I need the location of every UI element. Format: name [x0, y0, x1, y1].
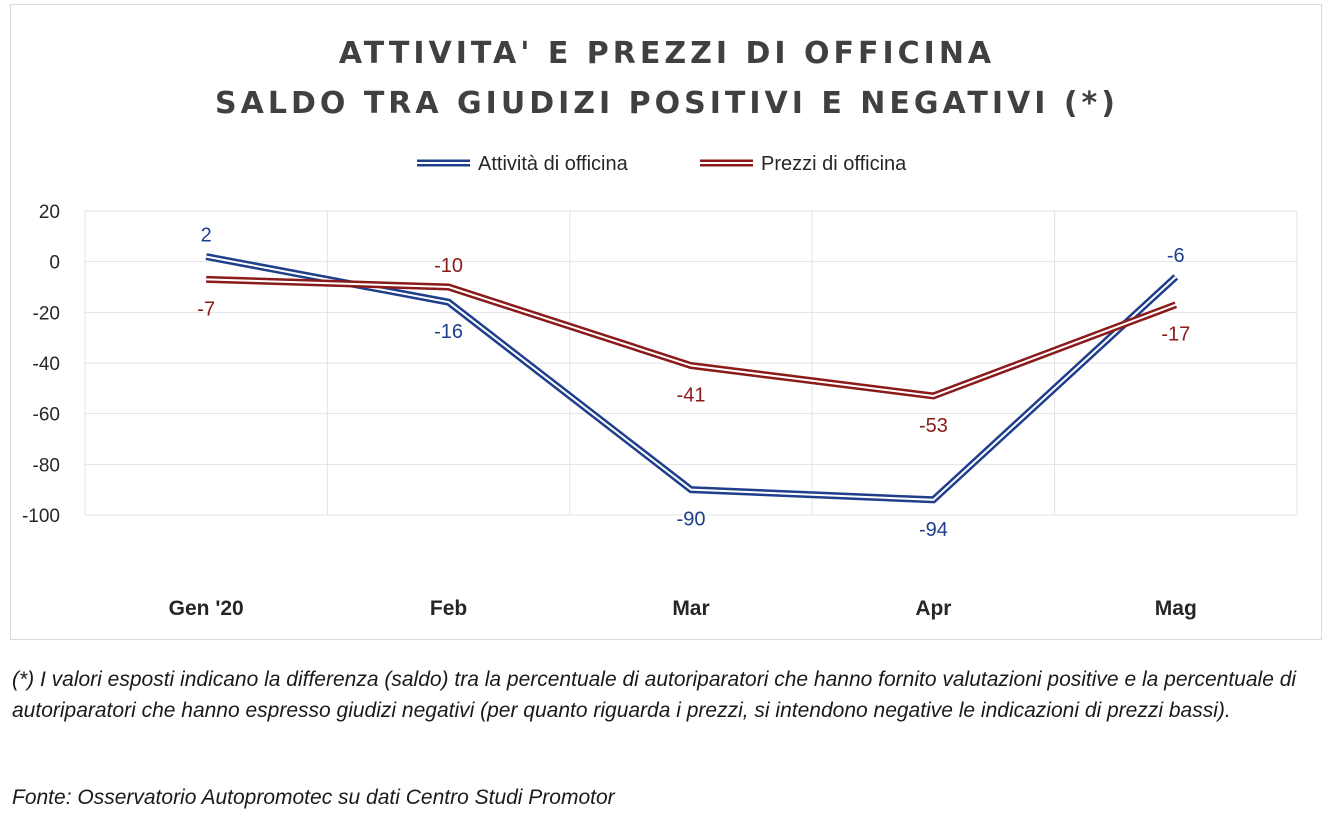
series-prezzi [206, 275, 1178, 400]
data-label: -7 [197, 298, 215, 320]
gridlines [84, 210, 1298, 516]
chart-frame [10, 4, 1322, 640]
x-tick-label: Apr [915, 597, 951, 620]
x-axis-ticks: Gen '20 Feb Mar Apr Mag [169, 597, 1197, 620]
y-tick-label: -40 [33, 354, 60, 375]
x-tick-label: Mag [1155, 597, 1197, 620]
x-tick-label: Mar [672, 597, 709, 620]
chart-title-line-2: SALDO TRA GIUDIZI POSITIVI E NEGATIVI (*… [215, 86, 1119, 121]
y-tick-label: -80 [33, 455, 60, 476]
data-label: -94 [919, 519, 948, 541]
legend-label-attivita: Attività di officina [478, 153, 629, 175]
legend: Attività di officina Prezzi di officina [417, 153, 907, 175]
y-tick-label: -60 [33, 405, 60, 426]
legend-item-attivita: Attività di officina [417, 153, 629, 175]
data-label: -6 [1167, 245, 1185, 267]
x-tick-label: Feb [430, 597, 467, 620]
series-lines [205, 253, 1179, 504]
y-tick-label: 0 [49, 253, 60, 274]
series-line [205, 253, 1179, 504]
footnote: (*) I valori esposti indicano la differe… [12, 668, 1297, 722]
legend-label-prezzi: Prezzi di officina [761, 153, 907, 175]
series-line-inner [206, 255, 1177, 501]
y-axis-ticks: 20 0 -20 -40 -60 -80 -100 [22, 202, 60, 527]
source-note: Fonte: Osservatorio Autopromotec su dati… [12, 786, 615, 809]
y-tick-label: -20 [33, 303, 60, 324]
series-line [206, 275, 1178, 400]
line-chart: ATTIVITA' E PREZZI DI OFFICINA SALDO TRA… [22, 36, 1298, 620]
series-line-inner [206, 278, 1177, 397]
data-label: -16 [434, 321, 463, 343]
series-attivita [205, 253, 1179, 504]
data-label: -10 [434, 255, 463, 277]
y-tick-label: -100 [22, 506, 60, 527]
data-label: 2 [201, 225, 212, 247]
data-labels: 2 -16 -90 -94 -6 -7 -10 -41 -53 -17 [197, 225, 1190, 541]
data-label: -90 [677, 509, 706, 531]
chart-title-line-1: ATTIVITA' E PREZZI DI OFFICINA [339, 36, 995, 71]
x-tick-label: Gen '20 [169, 597, 244, 620]
data-label: -53 [919, 415, 948, 437]
data-label: -17 [1161, 324, 1190, 346]
legend-item-prezzi: Prezzi di officina [700, 153, 907, 175]
data-label: -41 [677, 385, 706, 407]
y-tick-label: 20 [39, 202, 60, 223]
